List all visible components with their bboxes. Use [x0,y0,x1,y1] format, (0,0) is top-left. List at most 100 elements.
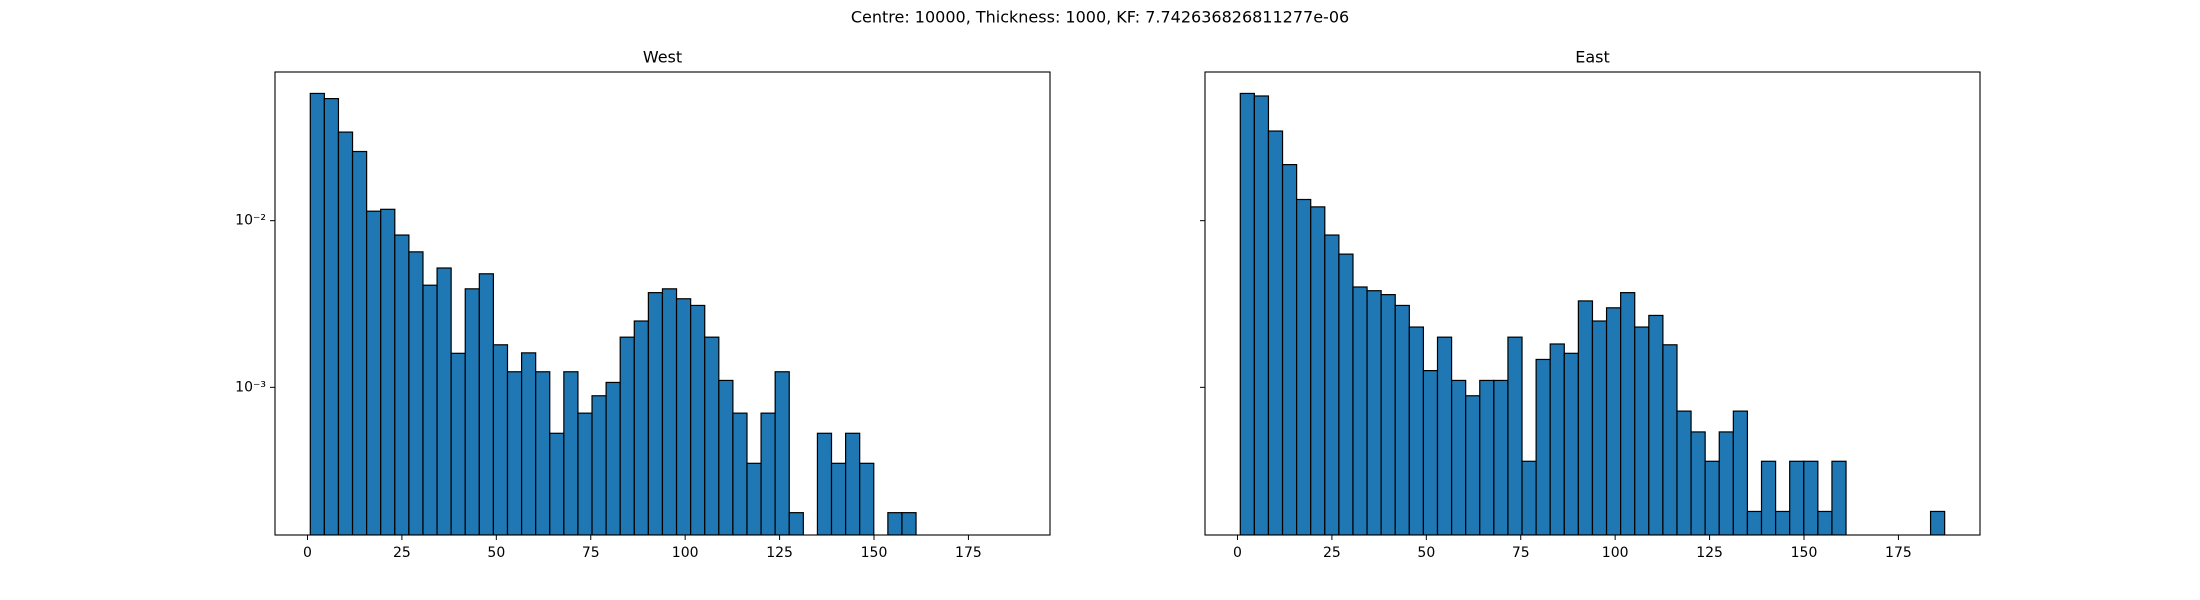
bar [591,395,607,535]
bar [633,320,649,535]
bar [1591,320,1608,535]
bar [1394,304,1410,535]
bar [1422,370,1439,535]
x-tick-label: 25 [393,545,411,561]
bar [478,273,495,535]
bar [1352,286,1368,535]
bar [351,150,368,535]
bar [1521,460,1537,535]
x-tick-label: 100 [1602,545,1629,561]
bar [1296,198,1312,535]
bar [436,267,452,535]
bar [704,336,720,535]
bar [732,412,748,535]
x-tick-label: 125 [1696,545,1723,561]
subplot: West 0 25 50 75 100 125 150 175 10⁻³ 10⁻² [235,48,1051,561]
bar [1929,510,1946,535]
axes-frame [274,71,1051,536]
x-tick-label: 0 [303,545,312,561]
bar [1690,431,1706,535]
bar [1507,336,1523,535]
bar [492,344,509,535]
bar [1310,206,1326,535]
bar [1605,307,1622,535]
bar [380,208,396,535]
bars [1239,92,1946,535]
bar [1563,352,1579,535]
bar [1408,326,1425,535]
bar [464,288,480,535]
bar [1577,300,1594,535]
bar [1324,234,1340,535]
bar [788,512,804,535]
bar [1281,164,1298,535]
subplot-title: East [1575,48,1610,67]
bar [1535,358,1551,535]
bar [1620,292,1636,535]
subplot: East 0 25 50 75 100 125 150 175 [1200,48,1981,561]
bar [1436,336,1453,535]
bar [661,288,678,535]
bar [394,234,410,535]
bar [520,352,537,535]
bar [774,371,790,535]
bar [1648,314,1664,535]
bar [506,371,523,535]
x-tick-label: 75 [1512,545,1530,561]
bar [323,98,340,535]
bar [450,352,466,535]
bar [535,371,551,535]
bar [718,379,734,535]
x-tick-label: 50 [487,545,505,561]
bar [309,92,325,535]
x-tick-label: 50 [1417,545,1435,561]
bar [1789,460,1805,535]
bar [675,298,692,535]
bar [746,462,762,535]
bar [859,462,875,535]
bar [1465,395,1481,535]
bar [1718,431,1734,535]
bar [1760,460,1777,535]
bar [1267,130,1284,535]
y-tick-label: 10⁻³ [235,379,266,395]
bars [309,92,917,535]
x-tick-label: 100 [672,545,699,561]
bar [366,210,382,535]
bar [901,512,917,535]
bar [408,251,424,535]
bar [760,412,776,535]
y-tick-label: 10⁻² [235,213,266,229]
bar [1704,460,1720,535]
bar [1803,460,1819,535]
bar [605,381,621,535]
bar [1662,344,1678,535]
figure-title: Centre: 10000, Thickness: 1000, KF: 7.74… [851,8,1349,27]
x-tick-label: 75 [582,545,600,561]
bar [1479,379,1495,535]
x-tick-label: 0 [1233,545,1242,561]
bar [844,432,861,535]
bar [887,512,903,535]
bar [1817,510,1833,535]
bar [563,371,579,535]
x-tick-label: 175 [955,545,982,561]
bar [1338,253,1354,535]
bar [1450,379,1467,535]
bar [690,304,706,535]
bar [1253,95,1270,535]
bar [1493,379,1509,535]
bar [422,284,438,535]
bar [337,131,354,535]
bar [1774,510,1791,535]
bar [619,336,635,535]
bar [1549,343,1565,535]
x-tick-label: 150 [1791,545,1818,561]
x-tick-label: 125 [766,545,793,561]
x-tick-label: 150 [861,545,888,561]
bar [830,462,847,535]
x-tick-label: 175 [1885,545,1912,561]
bar [1366,290,1382,535]
bar [1831,460,1847,535]
